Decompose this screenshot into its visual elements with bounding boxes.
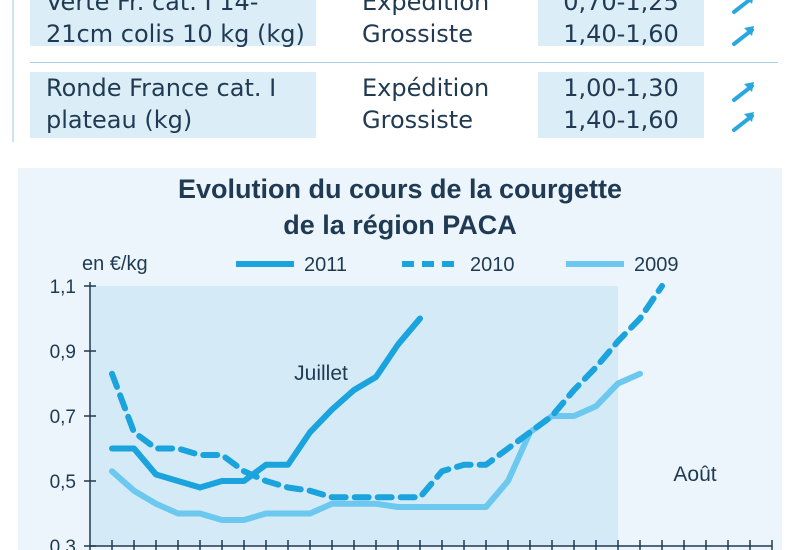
product-label: Verte Fr. cat. I 14-	[46, 0, 259, 16]
chart-title-line: de la région PACA	[283, 210, 517, 240]
price-line-chart: Evolution du cours de la courgette de la…	[50, 174, 773, 550]
chart-title-line: Evolution du cours de la courgette	[178, 174, 622, 204]
y-tick-label: 0,9	[50, 342, 76, 363]
up-arrow-icon	[732, 112, 754, 132]
y-tick-label: 0,5	[50, 472, 76, 493]
stage-label: Grossiste	[362, 106, 473, 134]
table-row-divider	[30, 62, 778, 63]
trend-cell	[722, 0, 762, 46]
price-value: 0,70-1,25	[563, 0, 679, 16]
y-tick-label: 1,1	[50, 277, 76, 298]
series-line-2010	[109, 283, 665, 501]
up-arrow-icon	[732, 26, 754, 46]
price-value: 1,40-1,60	[563, 20, 679, 48]
series-lines	[109, 283, 665, 523]
stage-label: Expédition	[362, 0, 490, 16]
y-tick-label: 0,7	[50, 407, 76, 428]
series-line-2011	[109, 315, 423, 491]
period-label: Août	[673, 463, 716, 486]
chart-panel: Evolution du cours de la courgette de la…	[18, 168, 782, 550]
price-value: 1,00-1,30	[563, 74, 679, 102]
trend-cell	[722, 72, 762, 138]
price-cell: 1,00-1,30 1,40-1,60	[538, 72, 704, 138]
y-tick-label: 0,3	[50, 537, 76, 550]
price-value: 1,40-1,60	[563, 106, 679, 134]
price-table: Verte Fr. cat. I 14- 21cm colis 10 kg (k…	[0, 0, 800, 160]
chart-axes: 0,3 0,5 0,7 0,9 1,1	[50, 277, 773, 550]
legend-label-2009: 2009	[634, 254, 679, 276]
product-label: plateau (kg)	[46, 106, 193, 134]
stage-label: Grossiste	[362, 20, 473, 48]
period-labels: Juillet Août	[294, 362, 717, 486]
table-vertical-rule	[12, 0, 14, 142]
up-arrow-icon	[732, 0, 753, 14]
stage-cell: Expédition Grossiste	[362, 0, 532, 48]
product-label: Ronde France cat. I	[46, 74, 277, 102]
product-label: 21cm colis 10 kg (kg)	[46, 20, 305, 48]
legend-label-2011: 2011	[304, 254, 347, 276]
stage-label: Expédition	[362, 74, 490, 102]
price-cell: 0,70-1,25 1,40-1,60	[538, 0, 704, 48]
period-label: Juillet	[294, 362, 348, 385]
chart-legend: 2011 2010 2009	[236, 254, 679, 276]
product-cell: Verte Fr. cat. I 14- 21cm colis 10 kg (k…	[30, 0, 316, 48]
y-axis-unit-label: en €/kg	[82, 253, 148, 275]
series-line-2009	[109, 370, 643, 523]
product-cell: Ronde France cat. I plateau (kg)	[30, 72, 316, 138]
table-row: Verte Fr. cat. I 14- 21cm colis 10 kg (k…	[0, 0, 800, 48]
up-arrow-icon	[732, 82, 754, 102]
stage-cell: Expédition Grossiste	[362, 72, 532, 138]
table-row: Ronde France cat. I plateau (kg) Expédit…	[0, 72, 800, 138]
legend-label-2010: 2010	[470, 254, 515, 276]
